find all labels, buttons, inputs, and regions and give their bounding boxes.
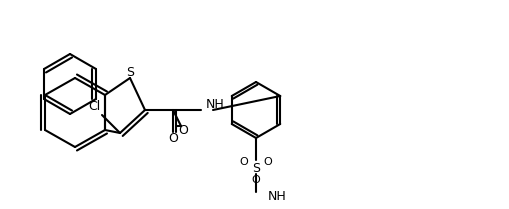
Text: S: S — [251, 162, 260, 175]
Text: Cl: Cl — [88, 101, 100, 113]
Text: NH: NH — [267, 190, 286, 204]
Text: O: O — [251, 175, 260, 185]
Text: NH: NH — [206, 98, 224, 111]
Text: O: O — [178, 124, 188, 136]
Text: O: O — [263, 157, 272, 167]
Text: O: O — [239, 157, 248, 167]
Text: S: S — [126, 66, 134, 79]
Text: O: O — [168, 131, 178, 144]
